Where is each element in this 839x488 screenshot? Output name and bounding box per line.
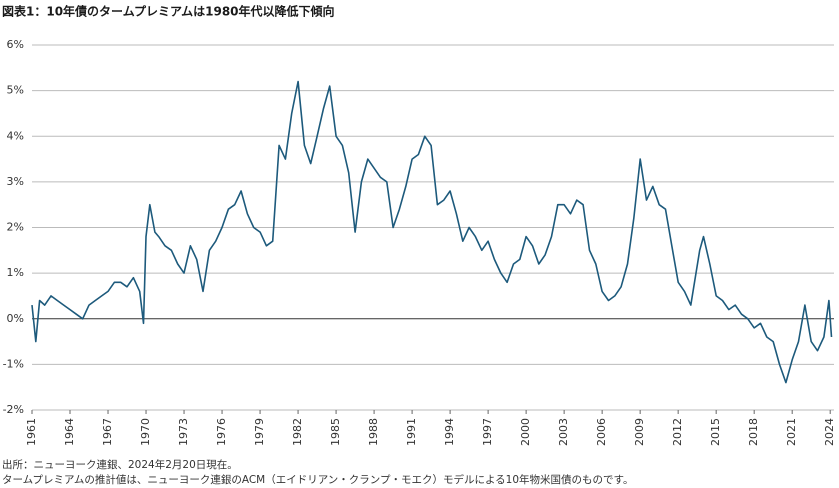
chart-title: 図表1：10年債のタームプレミアムは1980年代以降低下傾向 [2, 4, 335, 19]
x-tick-label: 1994 [443, 418, 456, 446]
x-tick-label: 1985 [329, 418, 342, 446]
x-tick-label: 2009 [633, 418, 646, 446]
x-tick-label: 1964 [63, 418, 76, 446]
x-tick-label: 2006 [595, 418, 608, 446]
x-tick-label: 2024 [823, 418, 836, 446]
x-tick-label: 1991 [405, 418, 418, 446]
y-tick-label: 1% [7, 266, 24, 279]
term-premium-line [31, 80, 833, 384]
y-tick-label: 6% [7, 38, 24, 51]
x-tick-label: 2018 [747, 418, 760, 446]
x-tick-label: 2012 [671, 418, 684, 446]
y-tick-label: 3% [7, 175, 24, 188]
y-tick-label: 0% [7, 312, 24, 325]
x-tick-label: 1967 [101, 418, 114, 446]
x-tick-label: 1973 [177, 418, 190, 446]
x-tick-label: 2015 [709, 418, 722, 446]
x-tick-label: 1976 [215, 418, 228, 446]
x-tick-label: 1982 [291, 418, 304, 446]
x-tick-label: 1961 [25, 418, 38, 446]
x-tick-label: 1988 [367, 418, 380, 446]
source-note: 出所：ニューヨーク連銀、2024年2月20日現在。 [2, 458, 238, 471]
y-tick-label: 5% [7, 84, 24, 97]
x-tick-label: 2000 [519, 418, 532, 446]
y-tick-label: -2% [3, 403, 24, 416]
y-tick-label: -1% [3, 357, 24, 370]
x-tick-label: 2003 [557, 418, 570, 446]
y-tick-label: 4% [7, 129, 24, 142]
method-note: タームプレミアムの推計値は、ニューヨーク連銀のACM（エイドリアン・クランプ・モ… [2, 473, 633, 486]
x-tick-label: 1979 [253, 418, 266, 446]
y-tick-label: 2% [7, 221, 24, 234]
x-tick-label: 2021 [785, 418, 798, 446]
x-tick-label: 1970 [139, 418, 152, 446]
x-tick-label: 1997 [481, 418, 494, 446]
